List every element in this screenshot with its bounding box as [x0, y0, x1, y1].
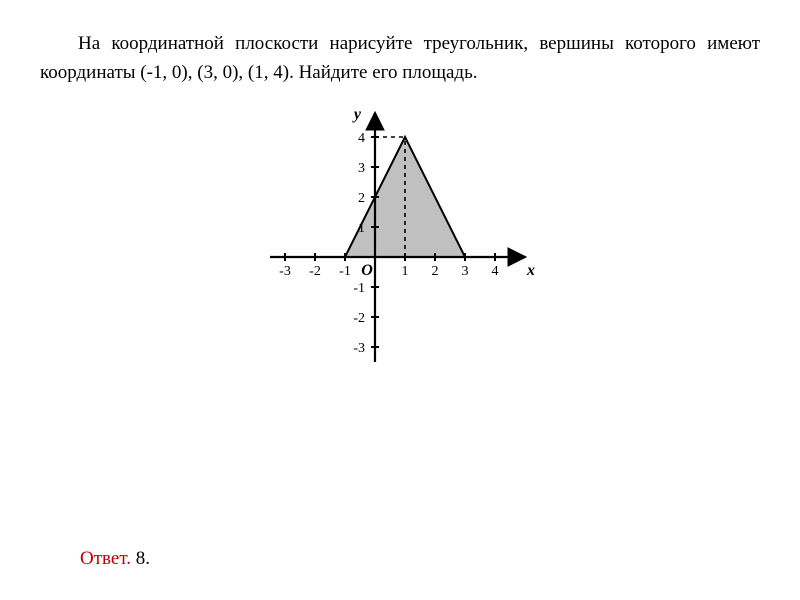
svg-text:y: y	[352, 107, 362, 123]
svg-text:3: 3	[462, 264, 469, 279]
answer-value: 8.	[136, 548, 150, 569]
problem-text: На координатной плоскости нарисуйте треу…	[40, 30, 760, 87]
svg-text:1: 1	[358, 221, 365, 236]
svg-text:x: x	[526, 262, 535, 279]
svg-text:O: O	[361, 262, 373, 279]
svg-text:2: 2	[358, 191, 365, 206]
svg-text:-1: -1	[353, 281, 365, 296]
chart-container: -3 -2 -1 1 2 3 4 -3 -2 -1 1 2 3 4 Ox y	[40, 107, 760, 387]
svg-text:-2: -2	[353, 311, 365, 326]
svg-text:-3: -3	[279, 264, 291, 279]
svg-text:3: 3	[358, 161, 365, 176]
coordinate-plane: -3 -2 -1 1 2 3 4 -3 -2 -1 1 2 3 4 Ox y	[245, 107, 555, 387]
svg-text:4: 4	[492, 264, 499, 279]
svg-text:-2: -2	[309, 264, 321, 279]
svg-text:2: 2	[432, 264, 439, 279]
svg-text:-3: -3	[353, 341, 365, 356]
answer-label: Ответ.	[80, 548, 131, 569]
svg-text:-1: -1	[339, 264, 351, 279]
svg-text:1: 1	[402, 264, 409, 279]
svg-text:4: 4	[358, 131, 365, 146]
answer-block: Ответ. 8.	[80, 548, 150, 570]
